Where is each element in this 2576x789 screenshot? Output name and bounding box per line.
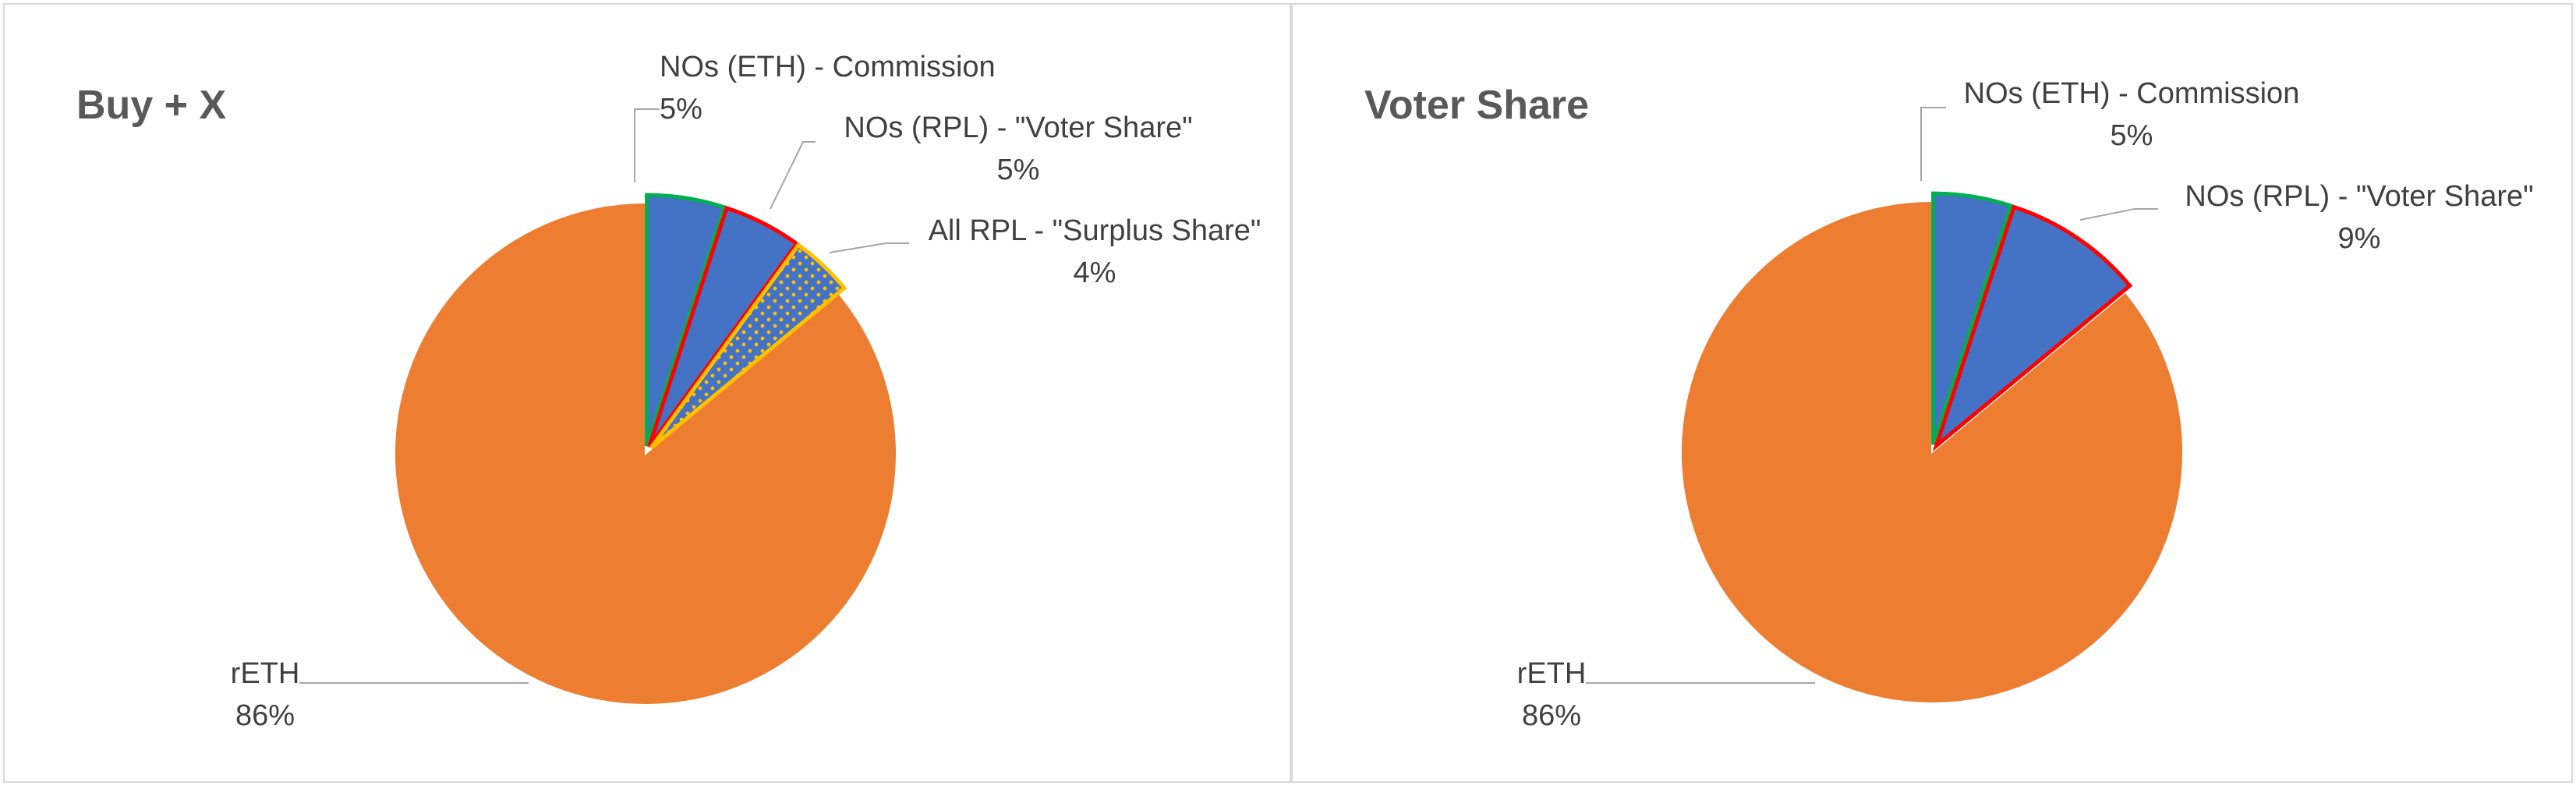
pie-slice-all-rpl-surplus-share	[649, 242, 847, 450]
pie-chart-buy-x: Buy + X NOs (ETH) - Commission 5% NOs (R…	[76, 51, 1261, 732]
slice-category-label: rETH	[231, 657, 300, 690]
slice-category-label: NOs (ETH) - Commission	[1964, 77, 2300, 110]
pie-slice-nos-rpl-voter-share	[647, 205, 800, 448]
leader-line	[1920, 107, 1946, 181]
pie-slice-reth	[394, 201, 898, 706]
pie-slices	[394, 193, 898, 706]
chart-title: Voter Share	[1364, 83, 1589, 128]
pie-slice-nos-rpl-voter-share	[1932, 204, 2133, 452]
pie-slice-nos-eth-commission	[645, 193, 727, 447]
slice-value-label: 86%	[235, 699, 295, 732]
slice-category-label: All RPL - "Surplus Share"	[929, 214, 1261, 247]
slice-value-label: 4%	[1074, 257, 1116, 289]
leader-line	[770, 141, 816, 210]
slice-category-label: NOs (ETH) - Commission	[660, 51, 996, 83]
pie-chart-voter-share: Voter Share NOs (ETH) - Commission 5% NO…	[1364, 77, 2534, 732]
chart-title: Buy + X	[76, 83, 226, 128]
slice-category-label: NOs (RPL) - "Voter Share"	[844, 111, 1192, 144]
pie-slices	[1680, 191, 2185, 704]
leader-line	[634, 108, 660, 182]
pie-slice-nos-eth-commission	[1931, 191, 2014, 445]
slice-value-label: 5%	[997, 154, 1040, 186]
pie-slice-reth	[1680, 200, 2185, 704]
chart-panel-buy-x: Buy + X NOs (ETH) - Commission 5% NOs (R…	[3, 3, 1291, 783]
leader-line	[2079, 208, 2158, 221]
slice-category-label: NOs (RPL) - "Voter Share"	[2185, 180, 2533, 213]
slice-value-label: 9%	[2338, 222, 2381, 255]
slice-value-label: 5%	[660, 93, 702, 126]
leader-line	[829, 242, 909, 253]
slice-value-label: 86%	[1522, 699, 1581, 732]
slice-category-label: rETH	[1517, 657, 1587, 690]
chart-panel-voter-share: Voter Share NOs (ETH) - Commission 5% NO…	[1291, 3, 2573, 783]
slice-value-label: 5%	[2111, 119, 2153, 152]
